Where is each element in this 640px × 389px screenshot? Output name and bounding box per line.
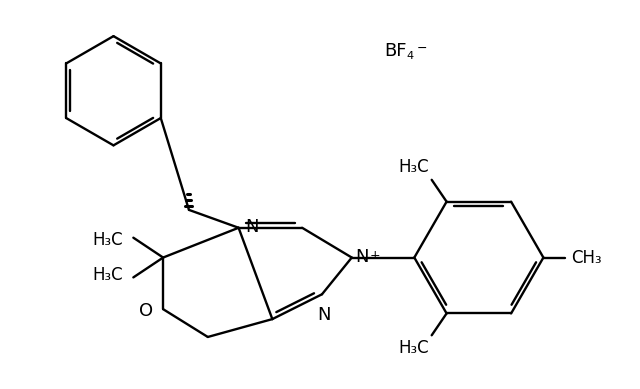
Text: +: + bbox=[370, 249, 380, 262]
Text: N: N bbox=[317, 306, 331, 324]
Text: H₃C: H₃C bbox=[93, 231, 124, 249]
Text: −: − bbox=[416, 42, 427, 54]
Text: O: O bbox=[139, 302, 153, 320]
Text: H₃C: H₃C bbox=[93, 266, 124, 284]
Text: H₃C: H₃C bbox=[398, 339, 429, 357]
Text: BF: BF bbox=[385, 42, 407, 60]
Text: 4: 4 bbox=[406, 51, 413, 61]
Text: N: N bbox=[246, 218, 259, 236]
Text: CH₃: CH₃ bbox=[571, 249, 602, 266]
Text: N: N bbox=[356, 247, 369, 266]
Text: H₃C: H₃C bbox=[398, 158, 429, 176]
